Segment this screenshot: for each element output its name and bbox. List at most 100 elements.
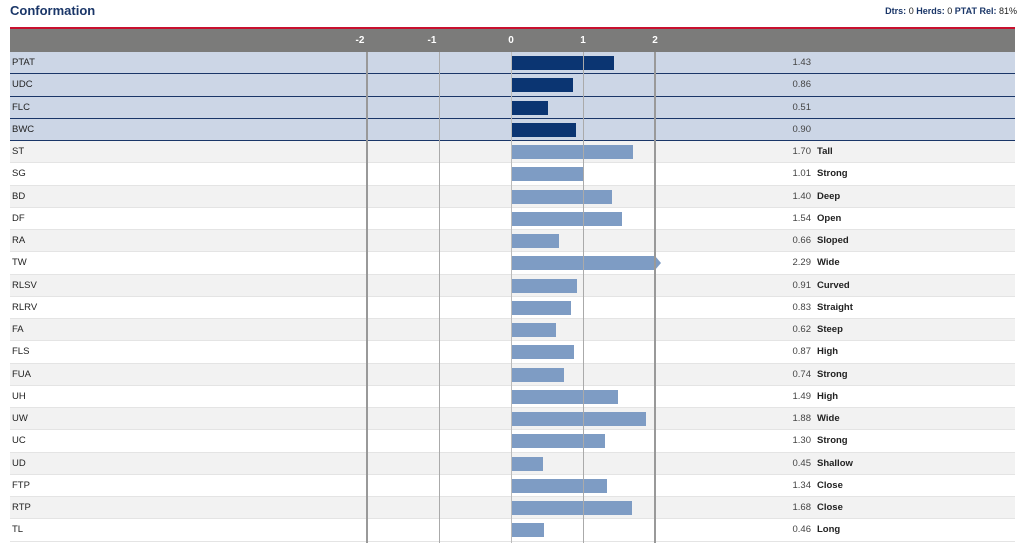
table-row: FLS 0.87 High [10,341,1015,364]
bar [511,323,556,337]
trait-label: UD [12,457,26,469]
table-row: RLSV 0.91 Curved [10,274,1015,297]
trait-descriptor: High [817,346,839,358]
trait-descriptor: Wide [817,413,840,424]
table-row: FA 0.62 Steep [10,319,1015,342]
trait-label: FTP [12,479,30,491]
accent-divider [10,27,1015,29]
trait-descriptor: Wide [817,257,840,269]
table-row: BWC 0.90 [10,118,1015,141]
table-row: UD 0.45 Shallow [10,452,1015,475]
dtrs-label: Dtrs: [885,6,907,16]
page-title: Conformation [10,3,96,18]
gridline [583,52,584,543]
data-label: 0.90 [792,123,812,135]
table-row: UC 1.30 Strong [10,430,1015,453]
trait-label: BD [12,190,26,202]
bar [511,434,605,449]
trait-label: UDC [12,79,33,91]
bar [511,278,577,293]
trait-label: UC [12,435,26,447]
data-label: 0.86 [792,79,812,91]
trait-descriptor: Deep [817,190,841,202]
tick-label: 0 [508,35,514,46]
data-label: 0.45 [792,457,812,469]
trait-label: FA [12,324,24,335]
bar [511,300,571,315]
bar [511,56,614,70]
tick-label: 1 [580,35,586,46]
trait-label: TL [12,524,24,536]
bar [511,456,544,471]
data-label: 1.43 [792,57,812,68]
trait-label: ST [12,146,25,157]
herds-label: Herds: [916,6,945,16]
data-label: 1.34 [792,479,812,491]
table-row: FUA 0.74 Strong [10,363,1015,386]
trait-descriptor: Straight [817,301,853,313]
table-row: RA 0.66 Sloped [10,230,1015,253]
bar [511,78,573,93]
data-label: 1.40 [792,190,812,202]
bar [511,167,584,182]
table-row: RTP 1.68 Close [10,497,1015,520]
trait-descriptor: Tall [817,146,833,157]
trait-label: RLSV [12,279,37,291]
data-label: 1.30 [792,435,812,447]
data-label: 2.29 [792,257,812,269]
table-row: TL 0.46 Long [10,519,1015,542]
bar [511,211,622,226]
table-row: BD 1.40 Deep [10,185,1015,208]
data-label: 0.66 [792,235,812,246]
trait-label: TW [12,257,27,269]
trait-descriptor: Long [817,524,841,536]
bar [511,501,632,515]
trait-descriptor: Sloped [817,235,849,246]
trait-descriptor: Curved [817,279,850,291]
table-row: TW 2.29 Wide [10,252,1015,275]
data-label: 1.68 [792,502,812,513]
trait-label: RLRV [12,301,38,313]
trait-label: UW [12,413,28,424]
bar [511,345,574,360]
ptat-rel-value: 81% [998,6,1017,16]
bar [511,367,565,382]
bar [511,234,559,248]
trait-label: FLC [12,101,30,113]
trait-label: BWC [12,123,35,135]
bar [511,389,619,404]
data-label: 1.88 [792,413,812,424]
trait-descriptor: Open [817,212,842,224]
trait-descriptor: Shallow [817,457,853,469]
trait-label: SG [12,168,26,180]
table-row: RLRV 0.83 Straight [10,297,1015,319]
axis-header: -2 -1 0 1 2 [10,29,1015,52]
gridline [439,52,440,543]
data-label: 0.46 [792,524,812,536]
data-label: 0.87 [792,346,812,358]
table-row: ST 1.70 Tall [10,141,1015,164]
ptat-rel-label: PTAT Rel: [954,6,997,16]
trait-descriptor: High [817,390,839,402]
table-row: FTP 1.34 Close [10,475,1015,497]
data-label: 0.83 [792,301,812,313]
bar [511,523,545,538]
trait-descriptor: Steep [817,324,843,335]
data-label: 1.54 [792,212,812,224]
trait-label: FLS [12,346,30,358]
trait-descriptor: Strong [817,368,848,380]
trait-label: DF [12,212,25,224]
overflow-arrow-icon [655,256,661,271]
trait-label: RA [12,235,26,246]
bar [511,478,608,493]
trait-label: UH [12,390,26,402]
dtrs-value: 0 [908,6,914,16]
table-row: UW 1.88 Wide [10,408,1015,431]
tick-label: -1 [427,35,437,46]
herds-value: 0 [947,6,953,16]
trait-descriptor: Close [817,479,843,491]
stats-summary: Dtrs: 0 Herds: 0 PTAT Rel: 81% [885,6,1017,16]
tick-label: -2 [355,35,365,46]
trait-label: RTP [12,502,31,513]
table-row: PTAT 1.43 [10,52,1015,75]
